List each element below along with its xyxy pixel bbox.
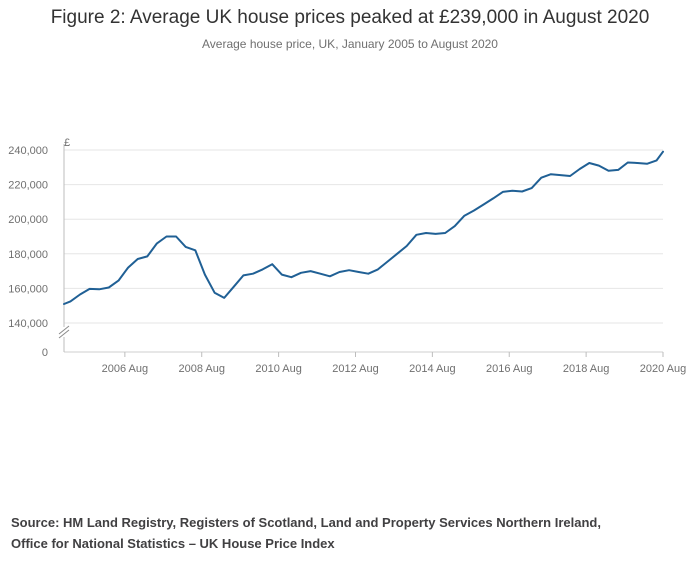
x-tick-label: 2008 Aug [178, 363, 225, 375]
x-tick-label: 2018 Aug [563, 363, 610, 375]
x-tick-label: 2014 Aug [409, 363, 456, 375]
x-tick-label: 2020 Aug [640, 363, 687, 375]
x-tick-label: 2016 Aug [486, 363, 533, 375]
chart-subtitle: Average house price, UK, January 2005 to… [202, 37, 498, 51]
y-tick-label: 140,000 [8, 318, 48, 330]
y-axis: £240,000 220,000 200,000 180,000 160,000 140,… [8, 137, 70, 359]
y-tick-label: 240,000 [8, 145, 48, 157]
y-tick-label: 200,000 [8, 214, 48, 226]
source-line-2: Office for National Statistics – UK Hous… [11, 536, 335, 551]
x-axis: 2006 Aug 2008 Aug 2010 Aug 2012 Aug 2014 Aug… [102, 352, 687, 375]
x-tick-label: 2006 Aug [102, 363, 149, 375]
series-line-average-house-price [63, 150, 664, 305]
axis-break-mark [58, 325, 70, 335]
y-tick-label: 220,000 [8, 180, 48, 192]
y-tick-label: 0 [42, 347, 48, 359]
source-line-1: Source: HM Land Registry, Registers of S… [11, 515, 601, 530]
axis-break-mark [58, 329, 70, 339]
source-note: Source: HM Land Registry, Registers of S… [11, 512, 691, 554]
y-tick-label: 160,000 [8, 283, 48, 295]
y-axis-unit-label: £ [64, 137, 70, 149]
x-tick-label: 2012 Aug [332, 363, 379, 375]
y-tick-label: 180,000 [8, 249, 48, 261]
series-group [63, 150, 664, 305]
x-tick-label: 2010 Aug [255, 363, 302, 375]
line-chart: £240,000 220,000 200,000 180,000 160,000 140,… [8, 137, 687, 375]
grid-lines [64, 149, 663, 353]
chart-title: Figure 2: Average UK house prices peaked… [50, 7, 650, 28]
